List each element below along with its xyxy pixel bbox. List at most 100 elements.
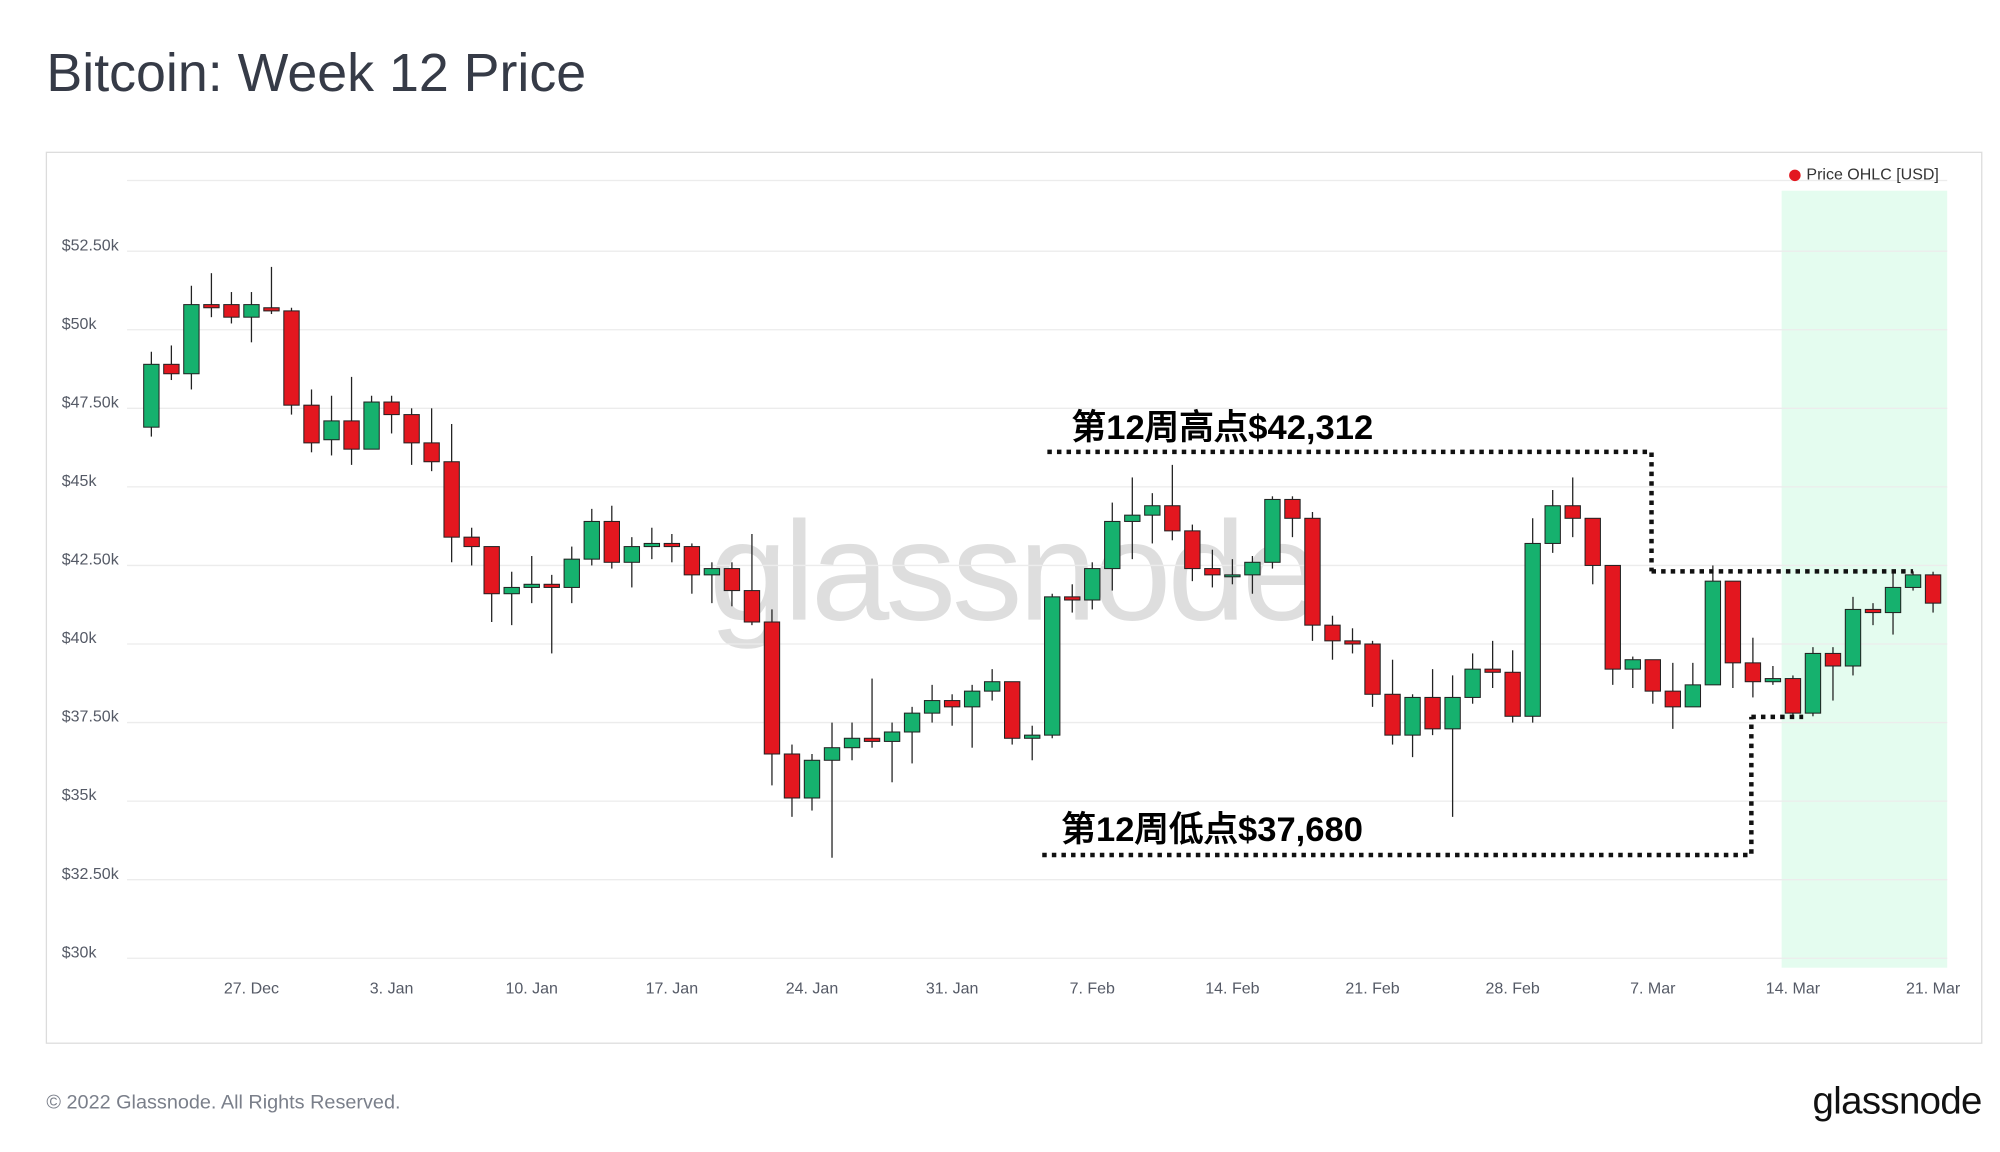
candle-body (1104, 520, 1121, 570)
logo: glassnode (1813, 1080, 1982, 1123)
candle-body (363, 401, 380, 450)
x-tick-label: 27. Dec (224, 981, 279, 998)
y-tick-label: $37.50k (62, 709, 120, 726)
candle-body (1844, 608, 1862, 667)
candle-body (1324, 624, 1341, 642)
candle-body (163, 363, 180, 375)
candle-body (1644, 659, 1661, 692)
candle-body (1704, 580, 1722, 686)
x-tick-label: 14. Mar (1766, 981, 1821, 998)
candle-body (183, 304, 200, 375)
annotation-connector (1047, 449, 1654, 572)
candle-body (483, 546, 500, 595)
candle-body (1884, 586, 1902, 614)
candle-body (1464, 668, 1481, 698)
candle-body (423, 442, 440, 463)
candle-body (903, 712, 921, 733)
candle-body (243, 304, 260, 318)
candle-body (1124, 514, 1141, 522)
x-tick-label: 24. Jan (786, 981, 838, 998)
candle-body (883, 731, 901, 742)
y-tick-label: $45k (62, 473, 98, 490)
candle-body (703, 568, 721, 576)
annotation-label: 第12周高点$42,312 (1072, 409, 1374, 447)
candle-body (603, 520, 620, 563)
x-tick-label: 17. Jan (646, 981, 698, 998)
candle-body (523, 583, 540, 588)
x-tick-label: 14. Feb (1205, 981, 1259, 998)
candle-body (543, 583, 560, 588)
candle-body (723, 568, 741, 592)
candle-body (1164, 505, 1181, 532)
candle-body (1544, 505, 1561, 544)
candle-body (783, 753, 801, 799)
candle-body (1764, 678, 1782, 683)
x-tick-label: 10. Jan (505, 981, 557, 998)
candle-body (403, 414, 420, 444)
candle-body (1664, 690, 1682, 708)
candle-body (963, 690, 981, 708)
candle-body (643, 542, 661, 548)
candle-body (1924, 574, 1942, 604)
candle-body (1804, 652, 1822, 714)
x-tick-label: 7. Mar (1630, 981, 1676, 998)
candle-body (303, 404, 320, 444)
candle-body (1724, 580, 1742, 664)
candle-body (1024, 734, 1041, 739)
y-tick-label: $42.50k (62, 552, 120, 569)
candle-body (1584, 517, 1601, 566)
candle-body (663, 542, 681, 548)
candle-body (1064, 596, 1081, 601)
candle-body (1564, 505, 1581, 519)
x-tick-label: 21. Feb (1345, 981, 1399, 998)
x-tick-label: 3. Jan (370, 981, 414, 998)
candle-body (1003, 681, 1021, 739)
candle-body (1404, 696, 1421, 736)
candle-body (563, 558, 580, 588)
candle-body (803, 759, 821, 799)
candle-body (1184, 530, 1201, 570)
copyright: © 2022 Glassnode. All Rights Reserved. (46, 1092, 400, 1114)
candle-body (1304, 517, 1321, 626)
annotation-label: 第12周低点$37,680 (1061, 811, 1363, 849)
candle-body (1084, 568, 1101, 601)
week-highlight (1781, 190, 1948, 968)
candle-body (1484, 668, 1501, 673)
candle-body (1264, 498, 1281, 563)
candle-body (223, 304, 240, 318)
watermark: glassnode (709, 493, 1316, 650)
y-tick-label: $52.50k (62, 237, 120, 254)
candle-body (1524, 542, 1541, 717)
candle-body (263, 307, 280, 312)
candle-body (1684, 684, 1702, 708)
candle-body (823, 747, 841, 761)
candle-body (1364, 643, 1381, 695)
candle-body (1604, 564, 1621, 670)
y-tick-label: $50k (62, 316, 98, 333)
legend-label: Price OHLC [USD] (1806, 167, 1938, 184)
candle-body (143, 363, 160, 428)
candle-body (1204, 568, 1221, 576)
candle-body (1624, 659, 1641, 670)
candle-body (443, 461, 460, 538)
candle-body (1044, 596, 1061, 736)
candle-body (1144, 505, 1161, 516)
y-tick-label: $40k (62, 630, 98, 647)
candle-body (743, 590, 761, 623)
candle-body (463, 536, 480, 548)
candle-body (583, 520, 600, 560)
y-tick-label: $30k (62, 944, 98, 961)
candle-body (203, 304, 220, 309)
candle-body (1444, 696, 1461, 730)
candle-body (503, 586, 520, 595)
x-tick-label: 31. Jan (926, 981, 978, 998)
candle-body (1744, 662, 1762, 683)
candle-body (323, 420, 340, 441)
candle-body (1384, 693, 1401, 736)
candle-body (1784, 678, 1802, 714)
candle-body (683, 546, 701, 576)
candle-body (1344, 640, 1361, 645)
x-tick-label: 7. Feb (1070, 981, 1115, 998)
annotation-connector (1042, 716, 1754, 858)
